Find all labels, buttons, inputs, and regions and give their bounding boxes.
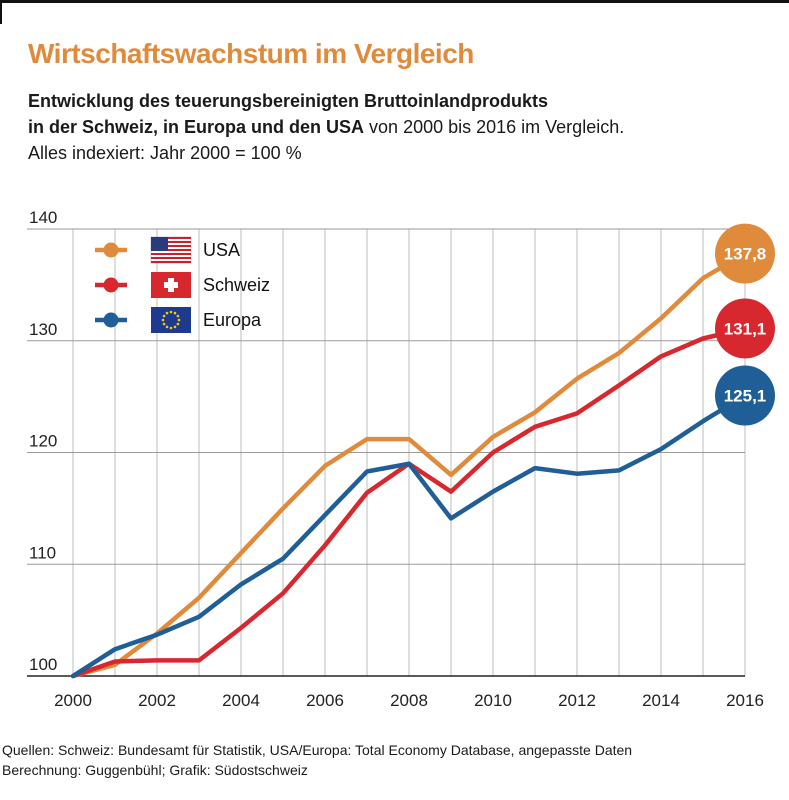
x-tick-label: 2008	[390, 691, 428, 710]
legend-label: Schweiz	[203, 275, 270, 295]
x-tick-label: 2016	[726, 691, 764, 710]
y-tick-label: 140	[29, 208, 57, 227]
end-marker-schweiz	[715, 298, 775, 359]
legend-swatch-dot	[103, 277, 119, 293]
series-lines	[70, 251, 748, 679]
x-axis-ticks: 2000 2002 2004 2006 2008 2010 2012 2014 2016	[54, 691, 764, 710]
subtitle-line-1: Entwicklung des teuerungsbereinigten Bru…	[28, 91, 549, 111]
legend-label: Europa	[203, 310, 262, 330]
series-line-europa	[70, 393, 748, 679]
x-tick-label: 2012	[558, 691, 596, 710]
end-value-labels: 137,8 131,1 125,1	[715, 223, 775, 426]
x-tick-label: 2014	[642, 691, 680, 710]
legend-swatch-dot	[103, 242, 119, 258]
subtitle-line-2: in der Schweiz, in Europa und den USA	[28, 117, 365, 137]
top-rule	[0, 0, 789, 3]
source-note: Quellen: Schweiz: Bundesamt für Statisti…	[2, 740, 632, 780]
end-marker-europa	[715, 365, 775, 426]
legend: USA Schweiz Europa	[95, 236, 270, 333]
subtitle-line-3: Alles indexiert: Jahr 2000 = 100 %	[28, 143, 302, 163]
x-tick-label: 2010	[474, 691, 512, 710]
chart-title: Wirtschaftswachstum im Vergleich	[28, 38, 474, 69]
us-flag-icon	[150, 236, 192, 264]
y-tick-label: 120	[29, 432, 57, 451]
x-tick-label: 2000	[54, 691, 92, 710]
y-tick-label: 100	[29, 655, 57, 674]
y-tick-label: 130	[29, 320, 57, 339]
x-tick-label: 2004	[222, 691, 260, 710]
subtitle-tail: von 2000 bis 2016 im Vergleich.	[364, 117, 625, 137]
legend-label: USA	[203, 240, 240, 260]
legend-item-europa: Europa	[95, 307, 262, 333]
legend-item-usa: USA	[95, 236, 240, 264]
source-line-2: Berechnung: Guggenbühl; Grafik: Südostsc…	[2, 762, 308, 778]
series-line-usa	[70, 251, 748, 679]
line-chart: 2000 2002 2004 2006 2008 2010 2012 2014 2016 100…	[27, 208, 775, 710]
swiss-flag-icon	[151, 272, 191, 298]
y-tick-label: 110	[29, 543, 56, 562]
end-label-schweiz: 131,1	[724, 319, 767, 338]
x-tick-label: 2002	[138, 691, 176, 710]
end-label-europa: 125,1	[724, 387, 767, 406]
eu-flag-icon	[151, 307, 191, 333]
x-tick-label: 2006	[306, 691, 344, 710]
legend-swatch-dot	[103, 312, 119, 328]
grid-lines	[27, 228, 746, 677]
chart-subtitle: Entwicklung des teuerungsbereinigten Bru…	[28, 88, 768, 166]
left-rule	[0, 0, 2, 24]
legend-item-schweiz: Schweiz	[95, 272, 270, 298]
source-line-1: Quellen: Schweiz: Bundesamt für Statisti…	[2, 742, 633, 758]
end-marker-usa	[715, 223, 775, 284]
end-label-usa: 137,8	[724, 245, 767, 264]
y-axis-ticks: 100 110 120 130 140	[29, 208, 57, 674]
